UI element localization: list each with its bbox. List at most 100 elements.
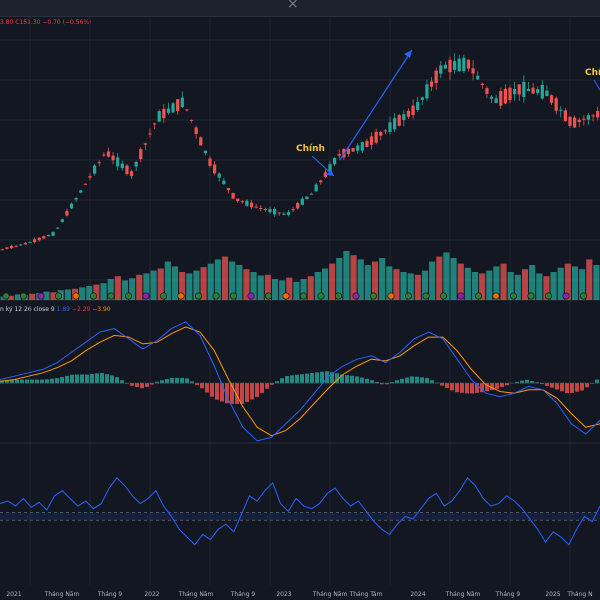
x-tick-label: 2022 bbox=[144, 591, 159, 598]
macd-histogram-bar bbox=[205, 383, 209, 393]
macd-histogram-bar bbox=[350, 375, 354, 384]
event-marker bbox=[212, 292, 220, 300]
candle-body bbox=[388, 122, 392, 132]
candle-body bbox=[494, 98, 498, 103]
candle-body bbox=[65, 211, 69, 216]
candle-body bbox=[522, 81, 526, 98]
event-marker bbox=[492, 292, 500, 300]
candle-body bbox=[319, 180, 323, 183]
candle-body bbox=[46, 234, 51, 237]
volume-bar bbox=[229, 261, 236, 300]
macd-histogram-bar bbox=[465, 383, 469, 394]
macd-histogram-bar bbox=[475, 383, 479, 393]
trend-arrow bbox=[339, 49, 413, 161]
event-marker bbox=[317, 292, 325, 300]
candle-body bbox=[379, 132, 383, 136]
volume-bar bbox=[371, 261, 379, 300]
candle-body bbox=[351, 148, 355, 152]
x-tick-label: 2025 bbox=[545, 591, 560, 598]
volume-bar bbox=[486, 270, 493, 300]
candle-body bbox=[226, 188, 231, 191]
candle-body bbox=[23, 242, 27, 245]
candle-body bbox=[120, 163, 124, 169]
candle-body bbox=[282, 213, 286, 215]
event-marker bbox=[125, 292, 133, 300]
volume-bar bbox=[114, 276, 121, 300]
candle-body bbox=[79, 190, 83, 193]
macd-histogram-bar bbox=[580, 383, 584, 391]
candle-body bbox=[83, 183, 87, 185]
volume-bar bbox=[214, 259, 221, 300]
event-marker bbox=[579, 292, 587, 300]
volume-bar bbox=[250, 272, 257, 300]
macd-histogram-bar bbox=[75, 374, 79, 384]
macd-histogram-bar bbox=[495, 383, 499, 389]
macd-histogram-bar bbox=[410, 376, 414, 384]
volume-bar bbox=[79, 287, 86, 300]
rsi-band bbox=[0, 512, 600, 521]
candle-body bbox=[277, 212, 281, 214]
macd-histogram-bar bbox=[50, 378, 54, 384]
trend-arrows bbox=[311, 49, 600, 177]
volume-bar bbox=[93, 284, 100, 300]
volume-bar bbox=[150, 270, 157, 300]
macd-histogram-bar bbox=[85, 374, 89, 384]
macd-histogram-bar bbox=[105, 374, 109, 384]
candle-body bbox=[346, 148, 351, 155]
macd-histogram-bar bbox=[490, 383, 494, 390]
candle-body bbox=[406, 110, 411, 117]
candle-body bbox=[203, 150, 207, 154]
candle-body bbox=[236, 198, 240, 202]
candle-body bbox=[185, 109, 189, 111]
macd-histogram-bar bbox=[225, 383, 229, 404]
volume-bar bbox=[564, 263, 571, 300]
macd-histogram-bar bbox=[170, 377, 174, 384]
volume-bar bbox=[393, 269, 400, 300]
macd-histogram-bar bbox=[60, 377, 64, 384]
volume-bar bbox=[507, 272, 514, 300]
event-marker bbox=[160, 292, 168, 300]
macd-histogram-bar bbox=[400, 378, 404, 384]
candle-body bbox=[42, 236, 46, 239]
candle-body bbox=[97, 162, 101, 164]
candle-body bbox=[166, 108, 171, 113]
macd-histogram-bar bbox=[195, 383, 199, 385]
candle-body bbox=[476, 75, 480, 80]
volume-bar bbox=[221, 256, 229, 300]
candle-body bbox=[333, 157, 337, 165]
macd-histogram-bar bbox=[305, 373, 309, 384]
macd-histogram-bar bbox=[35, 379, 39, 384]
event-marker bbox=[369, 292, 377, 300]
macd-histogram-bar bbox=[25, 379, 29, 384]
macd-histogram-bar bbox=[290, 375, 294, 384]
macd-histogram-bar bbox=[275, 381, 279, 384]
candle-body bbox=[411, 105, 415, 115]
candle-body bbox=[374, 131, 378, 143]
candle-body bbox=[549, 95, 554, 103]
volume-bar bbox=[571, 266, 579, 300]
macd-histogram-bar bbox=[10, 380, 14, 384]
volume-bar bbox=[307, 276, 314, 300]
macd-histogram-bar bbox=[530, 381, 534, 384]
candle-body bbox=[591, 115, 595, 117]
macd-histogram-bar bbox=[235, 383, 239, 404]
macd-histogram-bar bbox=[125, 383, 129, 384]
candle-body bbox=[139, 149, 143, 160]
signal-legend-value: −2.29 bbox=[71, 306, 91, 313]
macd-histogram-bar bbox=[315, 372, 319, 384]
candle-body bbox=[249, 202, 254, 208]
macd-histogram-bar bbox=[260, 383, 264, 393]
candle-body bbox=[453, 61, 457, 70]
event-marker bbox=[474, 292, 482, 300]
macd-histogram-bar bbox=[425, 377, 429, 384]
candle-body bbox=[305, 196, 309, 200]
volume-bar bbox=[550, 272, 557, 300]
candle-body bbox=[9, 245, 14, 249]
close-icon[interactable]: × bbox=[287, 0, 299, 12]
volume-bar bbox=[464, 267, 471, 300]
candle-body bbox=[69, 203, 74, 209]
candle-body bbox=[153, 123, 157, 125]
macd-histogram-bar bbox=[365, 378, 369, 384]
candle-body bbox=[14, 245, 18, 247]
